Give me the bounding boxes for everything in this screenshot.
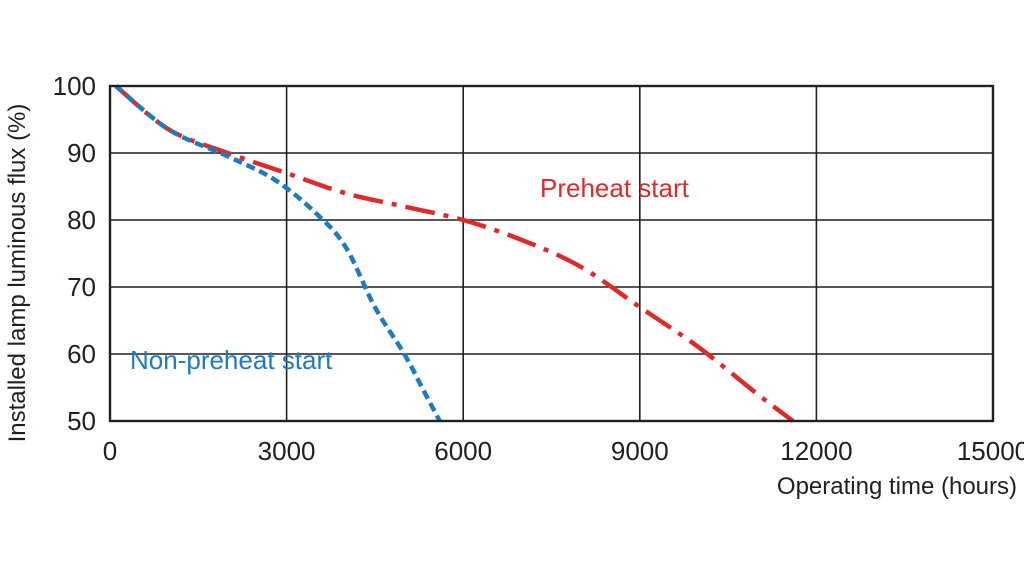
x-tick-label: 9000 bbox=[611, 436, 669, 466]
y-tick-label: 70 bbox=[67, 272, 96, 302]
tick-labels: 0 3000 6000 9000 12000 15000 50 60 70 80 90 100 bbox=[53, 71, 1024, 466]
y-tick-label: 80 bbox=[67, 205, 96, 235]
x-axis-label: Operating time (hours) bbox=[777, 473, 1017, 500]
x-tick-label: 0 bbox=[103, 436, 117, 466]
x-tick-label: 15000 bbox=[957, 436, 1024, 466]
x-tick-label: 3000 bbox=[258, 436, 316, 466]
x-tick-label: 12000 bbox=[780, 436, 852, 466]
y-axis-label: Installed lamp luminous flux (%) bbox=[4, 104, 31, 443]
y-tick-label: 90 bbox=[67, 138, 96, 168]
y-tick-label: 60 bbox=[67, 339, 96, 369]
y-tick-label: 100 bbox=[53, 71, 96, 101]
x-tick-label: 6000 bbox=[434, 436, 492, 466]
series-label-preheat: Preheat start bbox=[540, 173, 690, 203]
y-tick-label: 50 bbox=[67, 406, 96, 436]
series-label-non-preheat: Non-preheat start bbox=[130, 345, 333, 375]
